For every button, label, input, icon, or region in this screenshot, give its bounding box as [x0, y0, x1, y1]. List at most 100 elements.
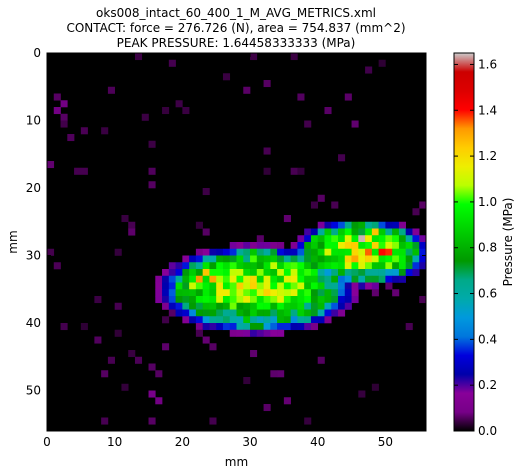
heatmap-cell: [283, 302, 291, 310]
heatmap-cell: [371, 221, 379, 229]
heatmap-cell: [392, 248, 400, 256]
heatmap-cell: [263, 255, 271, 263]
heatmap-cell: [250, 289, 258, 297]
heatmap-cell: [283, 397, 291, 405]
heatmap-cell: [114, 248, 122, 256]
chart-title-line-2: CONTACT: force = 276.726 (N), area = 754…: [66, 21, 406, 35]
heatmap-cell: [338, 275, 346, 283]
heatmap-cell: [358, 248, 366, 256]
colorbar-tick-label: 0.2: [478, 378, 497, 392]
heatmap-cell: [263, 167, 271, 175]
heatmap-cell: [297, 235, 305, 243]
heatmap-cell: [162, 296, 170, 304]
heatmap-cell: [365, 242, 373, 250]
heatmap-cell: [195, 329, 203, 337]
heatmap-cell: [351, 289, 359, 297]
heatmap-cell: [243, 248, 251, 256]
heatmap-cell: [256, 309, 264, 317]
heatmap-cell: [344, 93, 352, 101]
heatmap-cell: [229, 302, 237, 310]
heatmap-cell: [317, 228, 325, 236]
heatmap-cell: [182, 282, 190, 290]
heatmap-cell: [182, 255, 190, 263]
heatmap-cell: [189, 282, 197, 290]
heatmap-cell: [216, 289, 224, 297]
heatmap-cell: [243, 309, 251, 317]
heatmap-cell: [270, 302, 278, 310]
heatmap-cell: [378, 275, 386, 283]
heatmap-cell: [419, 242, 427, 250]
heatmap-cell: [209, 262, 217, 270]
heatmap-cell: [371, 289, 379, 297]
heatmap-cell: [243, 329, 251, 337]
heatmap-cell: [195, 262, 203, 270]
heatmap-cell: [405, 228, 413, 236]
heatmap-cell: [243, 316, 251, 324]
heatmap-cell: [229, 323, 237, 331]
heatmap-cell: [229, 316, 237, 324]
heatmap-cell: [277, 323, 285, 331]
x-axis-label: mm: [225, 455, 248, 469]
heatmap-cell: [175, 282, 183, 290]
heatmap-cell: [412, 208, 420, 216]
heatmap-cell: [175, 302, 183, 310]
heatmap-cell: [243, 86, 251, 94]
heatmap-cell: [317, 242, 325, 250]
heatmap-cell: [216, 296, 224, 304]
heatmap-cell: [358, 228, 366, 236]
heatmap-cell: [344, 302, 352, 310]
heatmap-cell: [344, 235, 352, 243]
heatmap-cell: [189, 289, 197, 297]
heatmap-cell: [324, 309, 332, 317]
heatmap-cell: [189, 255, 197, 263]
heatmap-cell: [229, 275, 237, 283]
heatmap-cell: [195, 302, 203, 310]
y-axis: 0 10 20 30 40 50: [26, 46, 426, 398]
heatmap-cell: [168, 262, 176, 270]
heatmap-cell: [222, 323, 231, 331]
heatmap-cell: [202, 316, 210, 324]
heatmap-cell: [202, 296, 210, 304]
heatmap-cell: [351, 221, 359, 229]
heatmap-cell: [222, 73, 231, 81]
heatmap-cell: [229, 309, 237, 317]
heatmap-cell: [209, 323, 217, 331]
heatmap-cell: [351, 275, 359, 283]
heatmap-cell: [405, 248, 413, 256]
heatmap-cell: [250, 316, 258, 324]
heatmap-cell: [222, 262, 231, 270]
heatmap-cell: [358, 262, 366, 270]
heatmap-cell: [304, 302, 312, 310]
heatmap-cell: [222, 255, 231, 263]
heatmap-cell: [365, 269, 373, 277]
heatmap-cell: [162, 343, 170, 351]
heatmap-cell: [290, 53, 298, 61]
heatmap-cell: [209, 282, 217, 290]
heatmap-cell: [114, 329, 122, 337]
heatmap-cell: [310, 242, 319, 250]
heatmap-cell: [385, 248, 393, 256]
heatmap-cell: [412, 269, 420, 277]
heatmap-cell: [243, 269, 251, 277]
heatmap-cell: [222, 309, 231, 317]
heatmap-cell: [148, 417, 156, 425]
heatmap-cell: [216, 262, 224, 270]
heatmap-cell: [195, 221, 203, 229]
heatmap-cell: [365, 275, 373, 283]
colorbar-tick-label: 1.0: [478, 195, 497, 209]
heatmap-cell: [398, 221, 406, 229]
heatmap-cell: [189, 309, 197, 317]
heatmap-cell: [365, 228, 373, 236]
heatmap-cell: [351, 296, 359, 304]
heatmap-cell: [209, 309, 217, 317]
heatmap-cell: [270, 282, 278, 290]
heatmap-cell: [270, 296, 278, 304]
heatmap-cell: [121, 383, 129, 391]
heatmap-cell: [412, 242, 420, 250]
heatmap-cell: [419, 235, 427, 243]
heatmap-cell: [256, 248, 264, 256]
heatmap-cell: [270, 248, 278, 256]
heatmap-cell: [148, 390, 156, 398]
heatmap-cell: [310, 235, 319, 243]
